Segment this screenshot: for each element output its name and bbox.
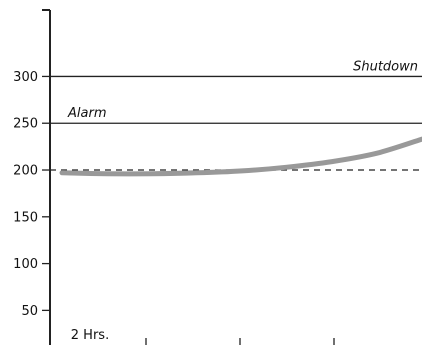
y-tick-label: 300 — [13, 70, 38, 85]
reference-lines-layer: Shutdown Alarm — [50, 59, 422, 171]
x-ticks-layer: 2 Hrs. — [71, 328, 335, 345]
reference-label-alarm: Alarm — [67, 106, 106, 121]
reference-label-shutdown: Shutdown — [353, 59, 418, 74]
series-line — [59, 136, 422, 177]
y-tick-label: 200 — [13, 164, 38, 179]
y-tick-label: 150 — [13, 210, 38, 225]
y-tick-label: 250 — [13, 117, 38, 132]
y-tick-label: 100 — [13, 257, 38, 272]
y-tick-label: 50 — [21, 304, 38, 319]
y-ticks-layer: 50 100 150 200 250 300 — [13, 70, 50, 319]
x-tick-label: 2 Hrs. — [71, 328, 109, 343]
series-layer — [59, 136, 422, 177]
